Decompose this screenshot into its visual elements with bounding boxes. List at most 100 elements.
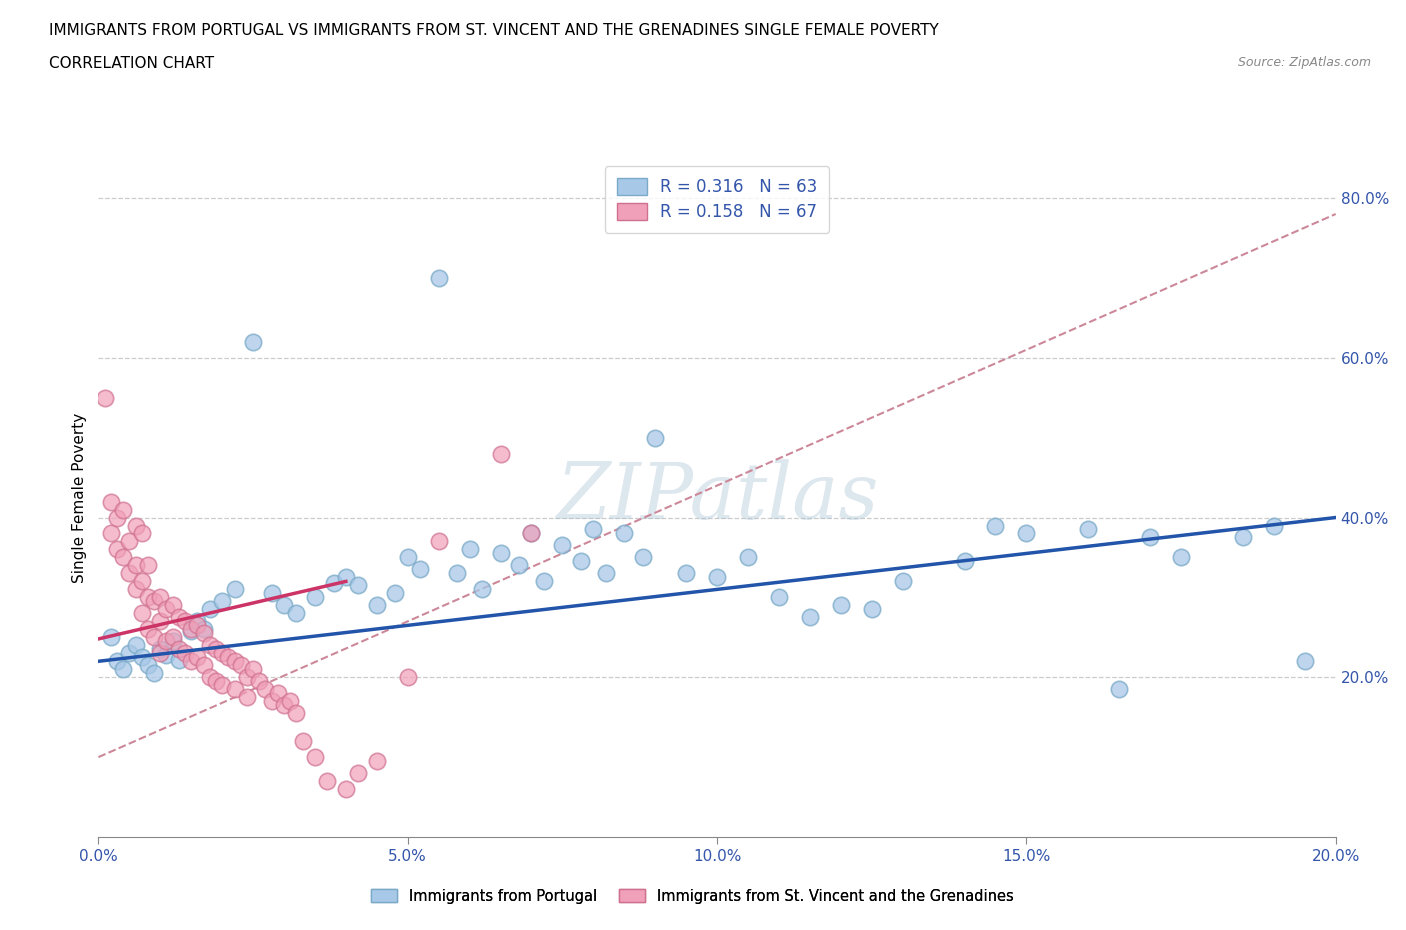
Point — [205, 674, 228, 689]
Point — [1232, 530, 1254, 545]
Point — [260, 694, 283, 709]
Point — [149, 590, 172, 604]
Point — [180, 622, 202, 637]
Point — [291, 734, 314, 749]
Point — [631, 550, 654, 565]
Y-axis label: Single Female Poverty: Single Female Poverty — [72, 412, 87, 583]
Point — [224, 682, 246, 697]
Point — [93, 391, 115, 405]
Point — [174, 645, 197, 660]
Point — [384, 586, 406, 601]
Point — [100, 526, 122, 541]
Point — [124, 518, 146, 533]
Point — [273, 598, 295, 613]
Point — [551, 538, 574, 553]
Point — [489, 546, 512, 561]
Point — [247, 674, 270, 689]
Point — [217, 650, 239, 665]
Point — [174, 614, 197, 629]
Point — [162, 634, 184, 649]
Point — [143, 666, 166, 681]
Point — [224, 582, 246, 597]
Point — [162, 630, 184, 644]
Point — [1139, 530, 1161, 545]
Point — [124, 638, 146, 653]
Point — [211, 594, 233, 609]
Point — [595, 566, 617, 581]
Point — [131, 526, 153, 541]
Point — [136, 658, 159, 672]
Point — [118, 645, 141, 660]
Point — [162, 598, 184, 613]
Point — [446, 566, 468, 581]
Point — [112, 550, 135, 565]
Point — [136, 558, 159, 573]
Point — [458, 542, 481, 557]
Point — [613, 526, 636, 541]
Point — [211, 678, 233, 693]
Point — [155, 602, 177, 617]
Point — [285, 706, 308, 721]
Point — [675, 566, 697, 581]
Point — [105, 654, 128, 669]
Point — [112, 502, 135, 517]
Point — [409, 562, 432, 577]
Point — [799, 610, 821, 625]
Point — [1263, 518, 1285, 533]
Point — [236, 670, 259, 684]
Point — [366, 598, 388, 613]
Point — [124, 558, 146, 573]
Point — [1015, 526, 1038, 541]
Point — [569, 554, 592, 569]
Point — [347, 765, 370, 780]
Point — [180, 623, 202, 638]
Point — [198, 602, 221, 617]
Point — [396, 670, 419, 684]
Point — [193, 626, 215, 641]
Point — [366, 753, 388, 768]
Point — [582, 522, 605, 537]
Point — [105, 510, 128, 525]
Point — [131, 574, 153, 589]
Point — [242, 662, 264, 677]
Point — [706, 570, 728, 585]
Point — [304, 590, 326, 604]
Legend: Immigrants from Portugal, Immigrants from St. Vincent and the Grenadines: Immigrants from Portugal, Immigrants fro… — [364, 882, 1021, 911]
Point — [143, 630, 166, 644]
Point — [193, 658, 215, 672]
Point — [124, 582, 146, 597]
Point — [273, 698, 295, 712]
Point — [167, 652, 190, 667]
Point — [186, 650, 208, 665]
Point — [143, 594, 166, 609]
Point — [136, 622, 159, 637]
Point — [131, 606, 153, 621]
Point — [347, 578, 370, 592]
Point — [830, 598, 852, 613]
Point — [644, 431, 666, 445]
Point — [1108, 682, 1130, 697]
Point — [304, 750, 326, 764]
Point — [167, 642, 190, 657]
Text: Source: ZipAtlas.com: Source: ZipAtlas.com — [1237, 56, 1371, 69]
Point — [193, 622, 215, 637]
Point — [489, 446, 512, 461]
Point — [211, 645, 233, 660]
Point — [891, 574, 914, 589]
Point — [520, 526, 543, 541]
Point — [737, 550, 759, 565]
Point — [316, 774, 339, 789]
Point — [533, 574, 555, 589]
Point — [508, 558, 530, 573]
Point — [155, 634, 177, 649]
Point — [267, 685, 290, 700]
Point — [186, 618, 208, 632]
Point — [198, 638, 221, 653]
Point — [335, 781, 357, 796]
Point — [229, 658, 252, 672]
Point — [136, 590, 159, 604]
Point — [100, 494, 122, 509]
Point — [100, 630, 122, 644]
Point — [984, 518, 1007, 533]
Point — [278, 694, 301, 709]
